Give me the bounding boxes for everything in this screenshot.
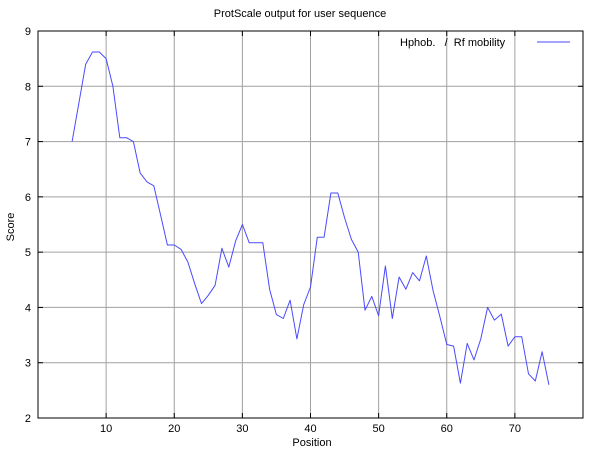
y-axis-label: Score bbox=[5, 213, 17, 242]
chart-title: ProtScale output for user sequence bbox=[214, 8, 386, 20]
x-tick-label: 20 bbox=[168, 423, 180, 435]
x-tick-label: 40 bbox=[304, 423, 316, 435]
series-line bbox=[71, 51, 550, 385]
x-tick-label: 10 bbox=[100, 423, 112, 435]
y-tick-label: 8 bbox=[25, 81, 31, 93]
y-tick-label: 5 bbox=[25, 247, 31, 259]
y-tick-label: 7 bbox=[25, 137, 31, 149]
y-tick-label: 3 bbox=[25, 358, 31, 370]
x-tick-label: 60 bbox=[441, 423, 453, 435]
y-tick-label: 9 bbox=[25, 26, 31, 38]
series-layer bbox=[71, 51, 550, 385]
y-tick-label: 2 bbox=[25, 413, 31, 425]
x-tick-label: 50 bbox=[373, 423, 385, 435]
y-tick-label: 6 bbox=[25, 192, 31, 204]
x-tick-label: 30 bbox=[236, 423, 248, 435]
x-tick-label: 70 bbox=[509, 423, 521, 435]
y-tick-label: 4 bbox=[25, 302, 31, 314]
legend: Hphob. / Rf mobility bbox=[400, 37, 570, 49]
grid-lines bbox=[38, 31, 583, 418]
axis-ticks: 2 3 4 5 6 7 8 9 10 20 30 40 50 60 70 bbox=[25, 26, 583, 435]
x-axis-label: Position bbox=[292, 437, 331, 449]
legend-label: Hphob. / Rf mobility bbox=[400, 37, 506, 49]
